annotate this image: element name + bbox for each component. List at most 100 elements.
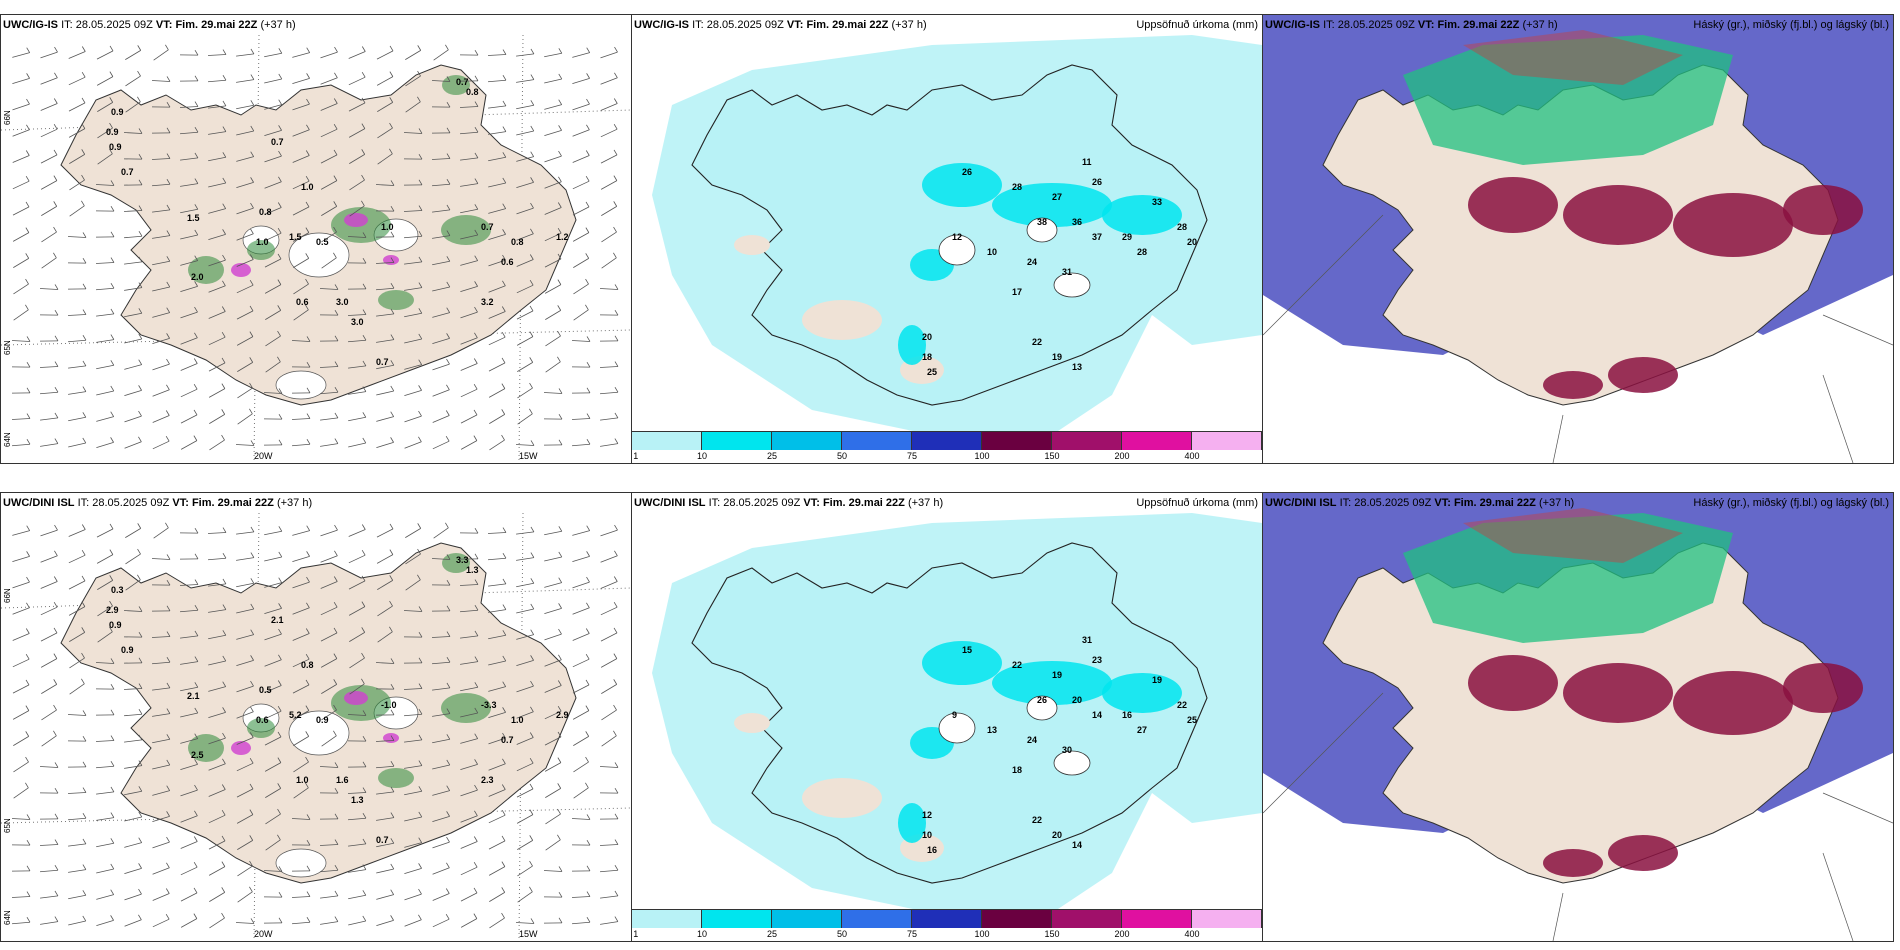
- value-label: 0.7: [481, 222, 494, 232]
- panel-title: UWC/DINI ISL IT: 28.05.2025 09Z VT: Fim.…: [634, 497, 943, 509]
- value-label: 1.3: [351, 795, 364, 805]
- colorbar-swatch: [632, 910, 702, 928]
- value-label: 15: [962, 645, 972, 655]
- value-label: 1.5: [187, 213, 200, 223]
- value-label: 1.0: [296, 775, 309, 785]
- cloud-map: [1263, 15, 1893, 463]
- lead-time: (+37 h): [1538, 497, 1575, 509]
- value-label: 2.1: [271, 615, 284, 625]
- value-label: 3.2: [481, 297, 494, 307]
- value-label: 0.6: [501, 257, 514, 267]
- value-label: 28: [1137, 247, 1147, 257]
- value-label: 3.3: [456, 555, 469, 565]
- colorbar-tick: 400: [1184, 929, 1200, 939]
- colorbar-swatch: [842, 432, 912, 450]
- value-label: 23: [1092, 655, 1102, 665]
- colorbar-ticks: 1 10 25 50 75 100 150 200 400: [632, 451, 1262, 463]
- colorbar-swatch: [772, 910, 842, 928]
- value-label: 26: [1092, 177, 1102, 187]
- colorbar-swatch: [1192, 910, 1262, 928]
- value-label: 0.9: [109, 142, 122, 152]
- value-label: 25: [927, 367, 937, 377]
- value-label: 14: [1072, 840, 1082, 850]
- value-label: -1.0: [381, 700, 397, 710]
- lon-label-20w: 20W: [254, 929, 273, 939]
- colorbar-swatch: [1052, 432, 1122, 450]
- value-label: 0.7: [376, 835, 389, 845]
- panel-bottom-left: UWC/DINI ISL IT: 28.05.2025 09Z VT: Fim.…: [0, 492, 632, 942]
- colorbar-tick: 1: [633, 451, 639, 461]
- lead-time: (+37 h): [891, 19, 927, 31]
- value-label: 0.7: [376, 357, 389, 367]
- cloud-map: [1263, 493, 1893, 941]
- colorbar-swatch: [702, 910, 772, 928]
- panel-bottom-middle: UWC/DINI ISL IT: 28.05.2025 09Z VT: Fim.…: [631, 492, 1263, 942]
- colorbar-swatch: [702, 432, 772, 450]
- value-label: 16: [927, 845, 937, 855]
- value-label: -3.3: [481, 700, 497, 710]
- lon-label-15w: 15W: [519, 929, 538, 939]
- colorbar-tick: 25: [766, 451, 777, 461]
- value-label: 0.9: [121, 645, 134, 655]
- colorbar-swatch: [1192, 432, 1262, 450]
- vt-label: VT:: [172, 497, 189, 509]
- value-label: 0.9: [109, 620, 122, 630]
- value-label: 27: [1137, 725, 1147, 735]
- it-time: 28.05.2025 09Z: [706, 19, 784, 31]
- value-label: 0.7: [121, 167, 134, 177]
- value-label: 22: [1032, 815, 1042, 825]
- value-label: 17: [1012, 287, 1022, 297]
- it-time: 28.05.2025 09Z: [1337, 19, 1415, 31]
- value-label: 20: [1052, 830, 1062, 840]
- value-label: 0.5: [316, 237, 329, 247]
- value-label: 22: [1177, 700, 1187, 710]
- lead-time: (+37 h): [907, 497, 944, 509]
- value-label: 26: [962, 167, 972, 177]
- value-label: 38: [1037, 217, 1047, 227]
- panel-title: UWC/IG-IS IT: 28.05.2025 09Z VT: Fim. 29…: [634, 19, 927, 31]
- value-label: 30: [1062, 745, 1072, 755]
- value-label: 0.8: [301, 660, 314, 670]
- vt-label: VT:: [155, 19, 173, 31]
- vt-label: VT:: [803, 497, 820, 509]
- lon-label-15w: 15W: [519, 451, 538, 461]
- value-label: 10: [987, 247, 997, 257]
- it-time: 28.05.2025 09Z: [723, 497, 801, 509]
- value-label: 36: [1072, 217, 1082, 227]
- vt-time: Fim. 29.mai 22Z: [822, 497, 905, 509]
- value-label: 24: [1027, 257, 1037, 267]
- value-label: 0.9: [106, 127, 119, 137]
- value-label: 22: [1032, 337, 1042, 347]
- colorbar: 1 10 25 50 75 100 150 200 400: [632, 909, 1262, 941]
- value-label: 9: [952, 710, 957, 720]
- colorbar-boxes: [632, 431, 1262, 450]
- value-label: 3.0: [351, 317, 364, 327]
- value-label: 28: [1012, 182, 1022, 192]
- lead-time: (+37 h): [276, 497, 313, 509]
- value-label: 0.7: [456, 77, 469, 87]
- value-label: 2.1: [187, 691, 200, 701]
- lead-time: (+37 h): [260, 19, 296, 31]
- colorbar-tick: 10: [696, 929, 707, 939]
- lat-label-65n: 65N: [3, 340, 12, 355]
- colorbar-swatch: [772, 432, 842, 450]
- field-title: Háský (gr.), miðský (fj.bl.) og lágský (…: [1693, 19, 1889, 31]
- lat-label-66n: 66N: [3, 588, 12, 603]
- value-label: 0.8: [466, 87, 479, 97]
- value-label: 1.0: [511, 715, 524, 725]
- panel-title: UWC/IG-IS IT: 28.05.2025 09Z VT: Fim. 29…: [3, 19, 296, 31]
- colorbar-swatch: [1052, 910, 1122, 928]
- value-label: 2.3: [481, 775, 494, 785]
- lat-label-64n: 64N: [3, 432, 12, 447]
- value-label: 0.9: [111, 107, 124, 117]
- colorbar-tick: 50: [836, 929, 848, 939]
- colorbar-swatch: [1122, 910, 1192, 928]
- field-title: Uppsöfnuð úrkoma (mm): [1136, 497, 1258, 509]
- panel-bottom-right: UWC/DINI ISL IT: 28.05.2025 09Z VT: Fim.…: [1262, 492, 1894, 942]
- value-label: 2.9: [106, 605, 119, 615]
- colorbar-tick: 400: [1184, 451, 1200, 461]
- vt-time: Fim. 29.mai 22Z: [1437, 19, 1520, 31]
- value-label: 16: [1122, 710, 1132, 720]
- value-label: 1.0: [256, 237, 269, 247]
- it-label: IT:: [77, 497, 90, 509]
